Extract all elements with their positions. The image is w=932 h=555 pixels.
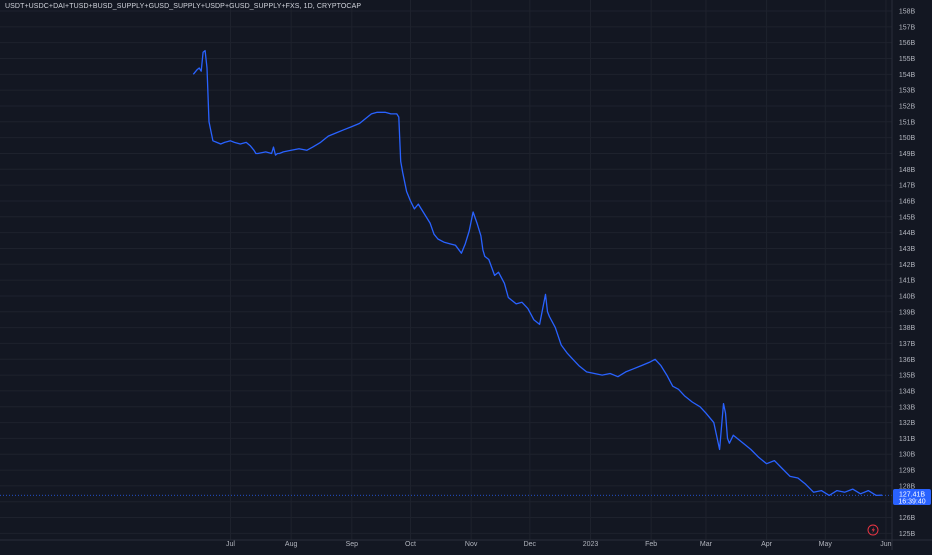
y-tick-label: 158B <box>899 9 916 16</box>
y-tick-label: 131B <box>899 436 916 443</box>
y-tick-label: 147B <box>899 183 916 190</box>
y-tick-label: 136B <box>899 357 916 364</box>
y-tick-label: 137B <box>899 341 916 348</box>
x-tick-label: Sep <box>346 541 359 548</box>
y-tick-label: 154B <box>899 72 916 79</box>
x-tick-label: Nov <box>465 541 478 548</box>
y-tick-label: 126B <box>899 515 916 522</box>
y-tick-label: 132B <box>899 420 916 427</box>
y-tick-label: 153B <box>899 88 916 95</box>
y-tick-label: 143B <box>899 246 916 253</box>
y-tick-label: 146B <box>899 198 916 205</box>
y-tick-label: 140B <box>899 293 916 300</box>
x-tick-label: Oct <box>405 541 416 548</box>
y-tick-label: 157B <box>899 24 916 31</box>
lightning-icon[interactable] <box>867 524 879 536</box>
y-tick-label: 155B <box>899 56 916 63</box>
last-price-value: 127.41B <box>899 492 925 499</box>
series-line <box>192 49 883 497</box>
y-tick-label: 142B <box>899 262 916 269</box>
last-price-label: 127.41B 16:39:40 <box>893 489 931 506</box>
symbol-title: USDT+USDC+DAI+TUSD+BUSD_SUPPLY+GUSD_SUPP… <box>5 3 362 10</box>
x-tick-label: May <box>819 541 833 548</box>
y-tick-label: 149B <box>899 151 916 158</box>
y-tick-label: 150B <box>899 135 916 142</box>
x-tick-label: Jun <box>880 541 891 548</box>
x-tick-label: Dec <box>524 541 537 548</box>
price-axis[interactable]: 158B 157B 156B 155B 154B 153B 152B 151B 150B 149B… <box>891 0 916 550</box>
y-tick-label: 130B <box>899 452 916 459</box>
time-axis[interactable]: Jul Aug Sep Oct Nov Dec 2023 Feb Mar Apr May Jun <box>0 539 932 548</box>
y-tick-label: 134B <box>899 388 916 395</box>
y-tick-label: 138B <box>899 325 916 332</box>
y-tick-label: 128B <box>899 483 916 490</box>
series-layer <box>192 49 883 497</box>
y-tick-label: 141B <box>899 278 916 285</box>
x-tick-label: Feb <box>645 541 657 548</box>
y-tick-label: 151B <box>899 119 916 126</box>
y-tick-label: 156B <box>899 40 916 47</box>
x-tick-label: 2023 <box>583 541 599 548</box>
y-tick-label: 139B <box>899 309 916 316</box>
x-tick-label: Aug <box>285 541 298 548</box>
x-tick-label: Jul <box>226 541 235 548</box>
x-tick-label: Mar <box>700 541 713 548</box>
last-price-badge <box>893 489 931 505</box>
y-tick-label: 145B <box>899 214 916 221</box>
y-tick-label: 133B <box>899 404 916 411</box>
y-tick-label: 144B <box>899 230 916 237</box>
y-tick-label: 129B <box>899 468 916 475</box>
grid <box>0 0 892 540</box>
bar-countdown: 16:39:40 <box>898 499 925 506</box>
y-tick-label: 135B <box>899 373 916 380</box>
y-tick-label: 125B <box>899 531 916 538</box>
y-tick-label: 148B <box>899 167 916 174</box>
x-tick-label: Apr <box>761 541 773 548</box>
y-tick-label: 152B <box>899 103 916 110</box>
